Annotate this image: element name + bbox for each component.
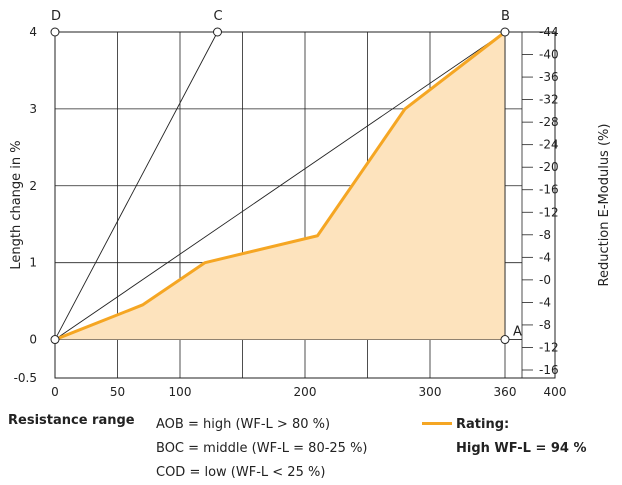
y2-tick-label: -44 [539, 25, 559, 39]
y-tick-label: 4 [29, 25, 37, 39]
y2-tick-label: -16 [539, 183, 559, 197]
x-tick-label: 100 [169, 385, 192, 399]
y2-tick-label: -32 [539, 93, 559, 107]
y2-tick-label: -24 [539, 138, 559, 152]
point-marker [50, 27, 60, 37]
y-tick-label: 0 [29, 333, 37, 347]
rating-series-line [54, 30, 506, 341]
x-tick-label: 50 [110, 385, 125, 399]
y2-tick-label: -20 [539, 160, 559, 174]
x-tick-label: 360 [494, 385, 517, 399]
y2-tick-label: -4 [539, 295, 551, 309]
range-item-cod: COD = low (WF-L < 25 %) [156, 465, 326, 480]
rating-legend: Rating: High WF-L = 94 % [456, 413, 587, 461]
x-tick-label: 300 [419, 385, 442, 399]
point-marker [50, 335, 60, 345]
rating-area [55, 32, 505, 340]
point-marker [500, 27, 510, 37]
x-tick-label: 400 [544, 385, 567, 399]
y2-tick-label: -12 [539, 340, 559, 354]
rating-value: High WF-L = 94 % [456, 441, 587, 456]
rating-legend-swatch [422, 422, 452, 425]
y2-tick-label: -16 [539, 363, 559, 377]
x-tick-label: 200 [294, 385, 317, 399]
y2-tick-label: -4 [539, 250, 551, 264]
y2-tick-label: -12 [539, 205, 559, 219]
y2-axis-title: Reduction E-Modulus (%) [597, 124, 612, 287]
point-label-b: B [501, 9, 510, 24]
resistance-range-list: AOB = high (WF-L > 80 %) BOC = middle (W… [156, 413, 368, 485]
y-tick-label: -0.5 [14, 371, 37, 385]
y-axis-title: Length change in % [9, 140, 24, 269]
resistance-range-title: Resistance range [8, 413, 135, 428]
point-marker [500, 335, 510, 345]
y-tick-label: 2 [29, 179, 37, 193]
point-label-c: C [214, 9, 223, 24]
rating-label: Rating: [456, 417, 510, 432]
range-item-aob: AOB = high (WF-L > 80 %) [156, 417, 331, 432]
y2-tick-label: -8 [539, 318, 551, 332]
y2-tick-label: -40 [539, 48, 559, 62]
y2-tick-label: -28 [539, 115, 559, 129]
x-tick-label: 0 [51, 385, 59, 399]
y2-tick-label: -36 [539, 70, 559, 84]
y2-tick-label: -8 [539, 228, 551, 242]
range-item-boc: BOC = middle (WF-L = 80-25 %) [156, 441, 368, 456]
y-tick-label: 1 [29, 256, 37, 270]
point-label-d: D [51, 9, 61, 24]
point-label-a: A [513, 325, 522, 340]
chart: -44 -40 -36 -32 -28 -24 -20 -16 -12 -8 -4 -0 -4 -8 -12… [9, 9, 612, 399]
point-marker [213, 27, 222, 37]
reference-line [54, 31, 218, 340]
reference-line [54, 31, 506, 340]
y2-tick-label: -0 [539, 273, 551, 287]
y-tick-label: 3 [29, 102, 37, 116]
